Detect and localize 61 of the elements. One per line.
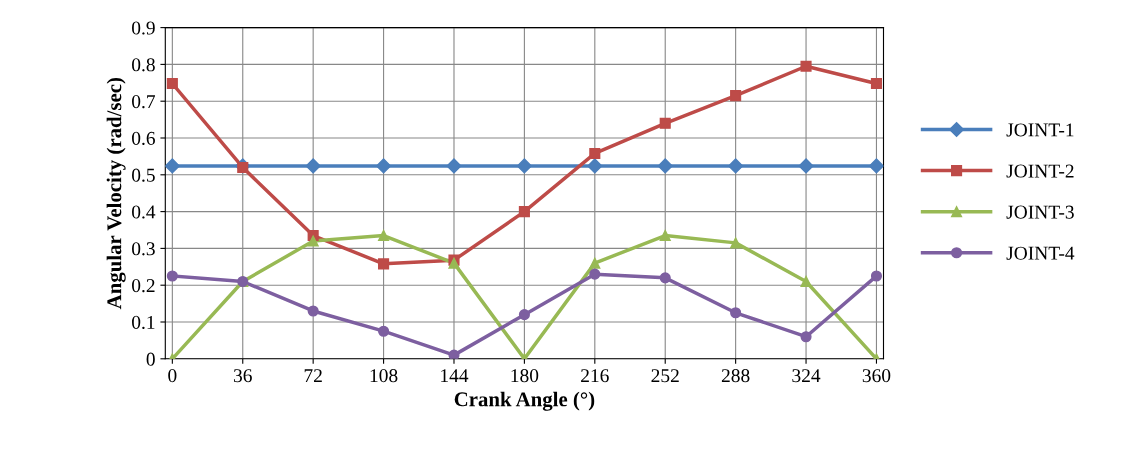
y-tick-label: 0.6	[132, 131, 155, 146]
point	[307, 235, 319, 247]
y-tick-label: 0	[146, 352, 155, 366]
point	[798, 158, 814, 174]
point	[378, 229, 390, 242]
x-axis-title: Crank Angle (°)	[454, 391, 595, 411]
point	[800, 60, 812, 72]
y-tick-label: 0.3	[132, 242, 155, 256]
point	[516, 158, 532, 174]
point	[378, 325, 390, 337]
x-tick-label: 0	[168, 369, 177, 383]
point	[800, 275, 812, 288]
x-tick-label: 72	[304, 369, 322, 383]
point	[378, 258, 390, 270]
y-tick-label: 0.5	[132, 168, 155, 182]
point	[730, 90, 742, 102]
x-tick-label: 144	[441, 369, 469, 383]
point	[446, 158, 462, 174]
y-tick-label: 0.4	[132, 205, 156, 219]
point	[448, 349, 460, 359]
y-tick-label: 0.1	[132, 315, 155, 330]
point	[870, 270, 883, 282]
legend-label: JOINT-4	[1006, 246, 1075, 260]
x-tick-label: 324	[792, 369, 821, 383]
point	[589, 257, 601, 269]
y-tick-label: 0.9	[132, 21, 155, 35]
point	[587, 158, 603, 174]
point	[589, 147, 601, 160]
point	[518, 309, 530, 321]
y-axis-title: Angular Velocity (rad/sec)	[106, 77, 126, 310]
y-tick-label: 0.7	[132, 95, 156, 109]
point	[800, 331, 812, 343]
point	[307, 305, 319, 317]
point	[659, 272, 671, 284]
y-tick-label: 0.8	[132, 58, 155, 72]
x-tick-label: 360	[862, 369, 891, 383]
x-tick-label: 36	[233, 369, 252, 383]
point	[659, 229, 671, 242]
legend-label: JOINT-2	[1006, 164, 1074, 178]
legend-label: JOINT-3	[1006, 205, 1074, 219]
point	[166, 77, 178, 90]
point	[730, 237, 742, 249]
point	[518, 206, 530, 218]
x-tick-label: 288	[721, 369, 750, 383]
point	[376, 158, 392, 174]
point	[659, 117, 671, 129]
point	[589, 268, 601, 280]
point	[728, 158, 744, 174]
x-tick-label: 216	[581, 369, 609, 383]
point	[165, 158, 180, 174]
y-tick-label: 0.2	[132, 279, 155, 293]
point	[657, 158, 673, 174]
point	[730, 307, 742, 319]
legend-label: JOINT-1	[1006, 123, 1074, 137]
point	[305, 158, 321, 174]
point	[870, 77, 883, 90]
x-tick-label: 108	[370, 369, 398, 383]
x-tick-label: 252	[651, 369, 679, 383]
point	[166, 270, 178, 282]
x-tick-label: 180	[511, 369, 539, 383]
point	[868, 158, 884, 174]
